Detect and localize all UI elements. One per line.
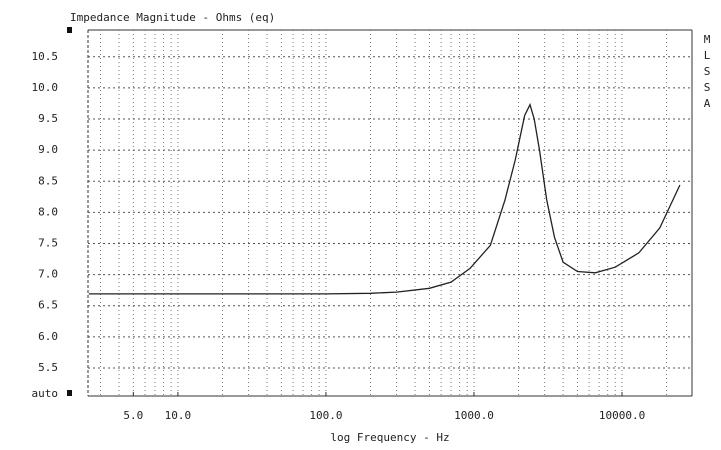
side-label: L [704,49,711,62]
side-label: S [704,65,711,78]
x-tick-label: 5.0 [123,409,143,422]
x-tick-label: 1000.0 [454,409,494,422]
y-tick-label: 7.5 [38,237,58,250]
y-tick-label: 9.0 [38,143,58,156]
x-tick-label: 10000.0 [599,409,645,422]
y-scale-label: auto [32,387,59,400]
line [88,102,681,295]
y-tick-label: 9.5 [38,112,58,125]
y-tick-label: 10.5 [32,50,59,63]
x-tick-label: 100.0 [309,409,342,422]
y-tick-label: 5.5 [38,361,58,374]
side-label: S [704,81,711,94]
y-tick-label: 6.5 [38,299,58,312]
x-axis-label: log Frequency - Hz [330,431,449,444]
x-tick-label: 10.0 [165,409,192,422]
side-label: A [704,97,711,110]
marker [67,27,72,33]
y-tick-label: 6.0 [38,330,58,343]
y-tick-label: 10.0 [32,81,59,94]
side-label: M [704,33,711,46]
y-tick-label: 8.5 [38,174,58,187]
y-tick-label: 8.0 [38,205,58,218]
chart-title: Impedance Magnitude - Ohms (eq) [70,11,275,24]
marker [67,390,72,396]
y-tick-label: 7.0 [38,268,58,281]
